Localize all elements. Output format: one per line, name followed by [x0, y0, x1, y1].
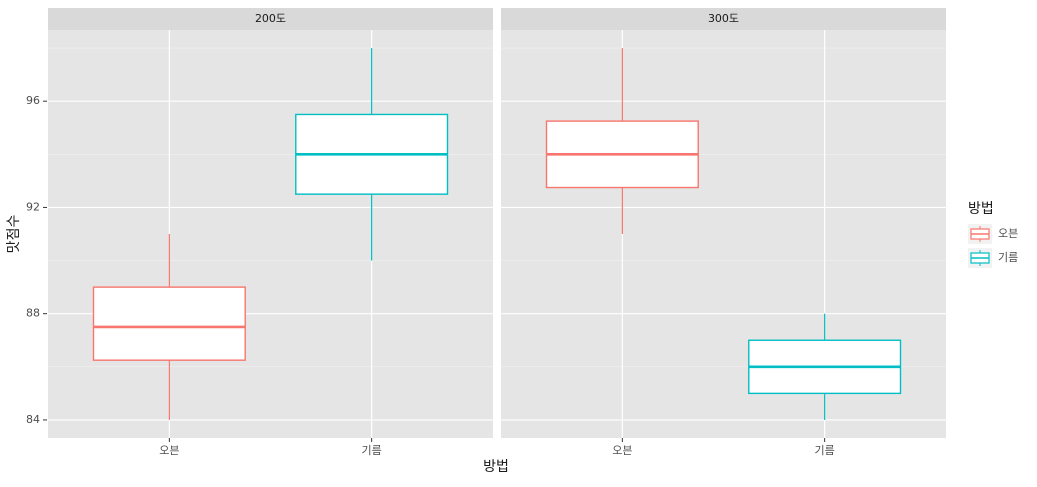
y-tick-label: 84: [26, 413, 40, 426]
legend-label: 오븐: [998, 227, 1018, 240]
x-tick-label: 오븐: [612, 444, 632, 457]
x-tick-label: 오븐: [159, 444, 179, 457]
x-tick-label: 기름: [815, 444, 835, 457]
panel-background: [48, 30, 493, 438]
y-tick-label: 96: [26, 94, 40, 107]
y-tick-label: 92: [26, 200, 40, 213]
strip-label: 200도: [255, 12, 286, 25]
x-tick-label: 기름: [362, 444, 382, 457]
y-axis-label: 맛점수: [6, 215, 22, 254]
x-axis-label: 방법: [483, 459, 509, 475]
box: [92, 286, 246, 361]
legend-label: 기름: [998, 251, 1018, 264]
y-tick-label: 88: [26, 307, 40, 320]
legend-title: 방법: [968, 201, 994, 217]
strip-background: [48, 8, 493, 30]
strip-label: 300도: [708, 12, 739, 25]
strip-background: [501, 8, 946, 30]
